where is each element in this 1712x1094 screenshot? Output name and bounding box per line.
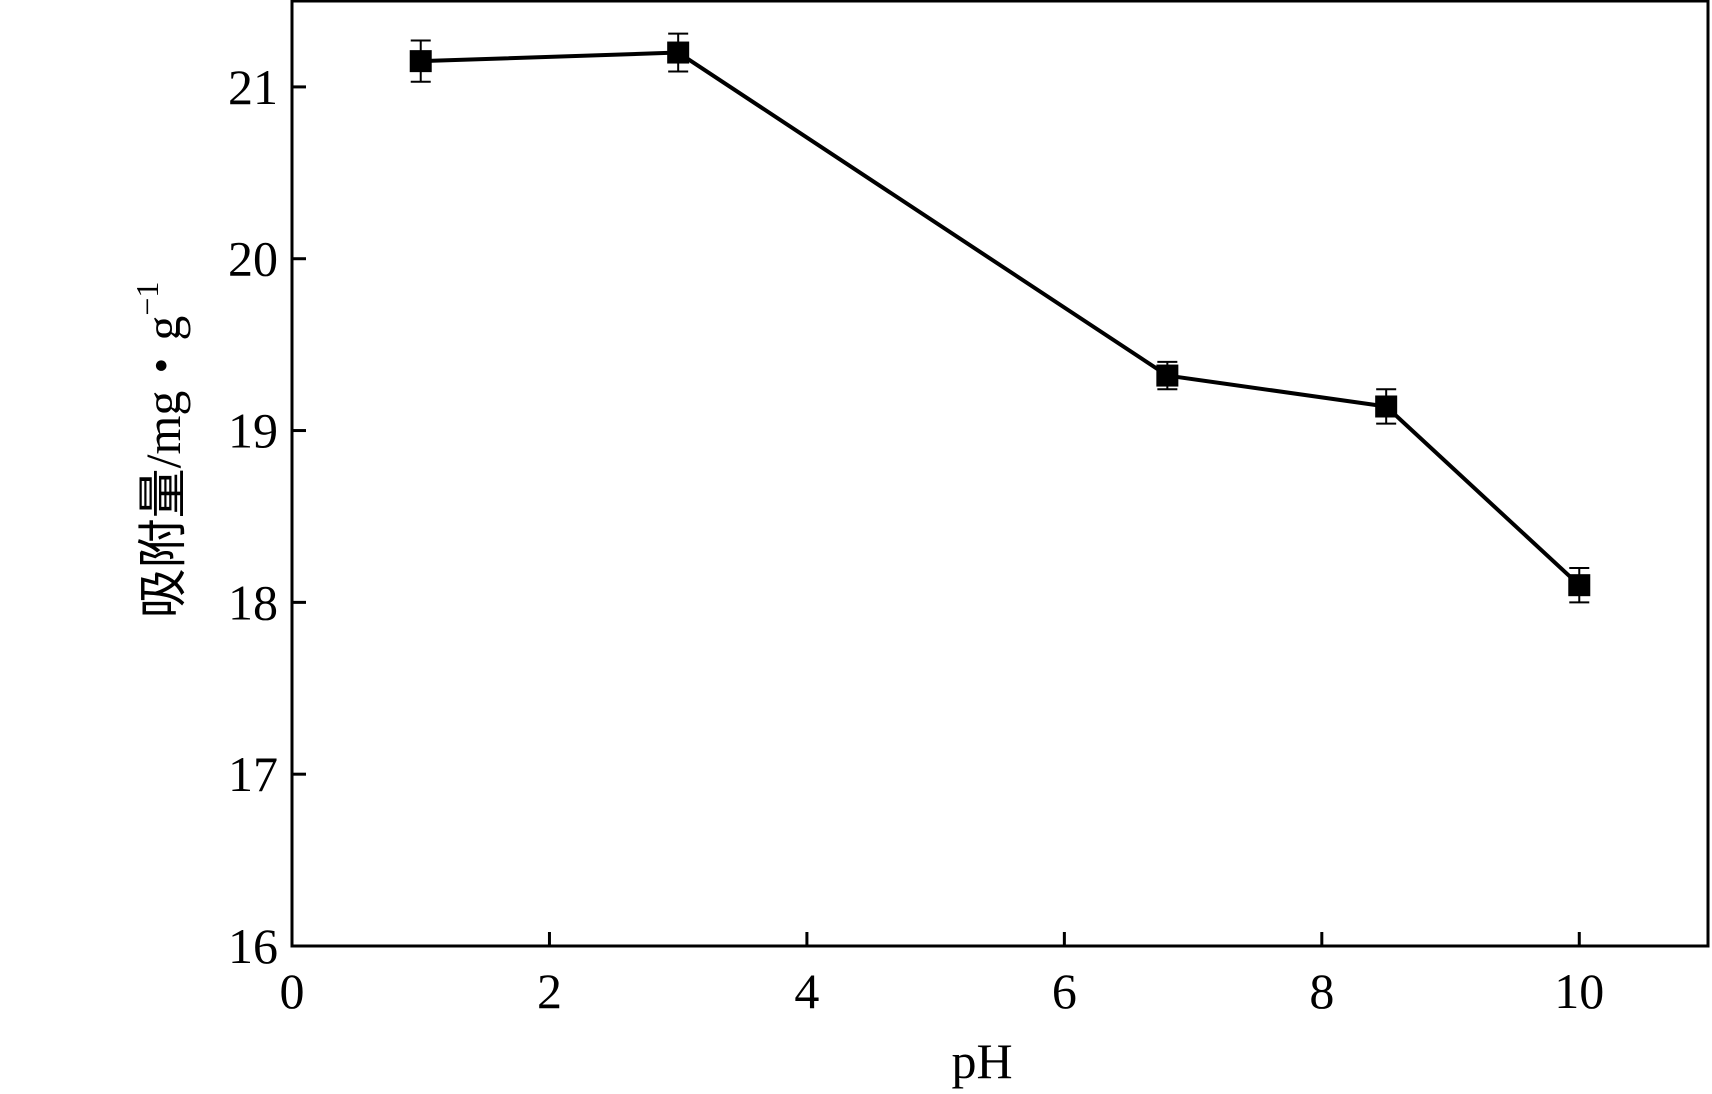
plot-frame	[290, 0, 1710, 948]
x-ticks: 0 2 4 6 8 10	[280, 932, 1604, 1019]
x-tick-label: 6	[1052, 963, 1077, 1019]
data-point	[667, 41, 690, 64]
y-tick-label: 19	[228, 403, 278, 459]
y-tick-label: 18	[228, 574, 278, 630]
y-axis-title-superscript: −1	[129, 282, 165, 316]
x-tick-label: 2	[537, 963, 562, 1019]
series-line	[420, 50, 1581, 587]
data-point	[1156, 364, 1179, 387]
y-axis-title-main: 吸附量/mg・g	[135, 316, 191, 619]
x-tick-label: 10	[1554, 963, 1604, 1019]
y-axis-title: 吸附量/mg・g−1	[129, 282, 191, 619]
y-tick-label: 16	[228, 918, 278, 974]
y-tick-label: 17	[228, 746, 278, 802]
data-point	[409, 50, 432, 73]
data-point	[1375, 395, 1398, 418]
y-ticks: 16 17 18 19 20 21	[228, 59, 306, 974]
x-tick-label: 4	[794, 963, 819, 1019]
y-tick-label: 21	[228, 59, 278, 115]
data-point	[1568, 574, 1591, 597]
series-layer	[409, 32, 1591, 604]
y-tick-label: 20	[228, 231, 278, 287]
x-tick-label: 0	[280, 963, 305, 1019]
x-axis-title: pH	[951, 1033, 1012, 1089]
x-tick-label: 8	[1309, 963, 1334, 1019]
